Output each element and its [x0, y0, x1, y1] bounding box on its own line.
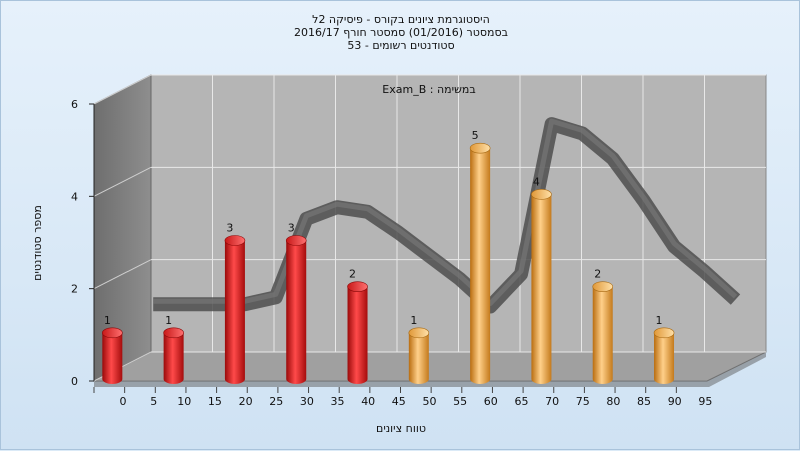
- x-tick-label: 5: [150, 395, 157, 408]
- bar-20-30: [224, 235, 246, 384]
- bar-top: [347, 281, 368, 292]
- y-tick-label: 2: [71, 283, 78, 296]
- data-label: 5: [472, 129, 479, 142]
- bar-body: [163, 332, 184, 384]
- bar-top: [224, 235, 246, 246]
- bar-top: [408, 327, 430, 339]
- bar-body: [286, 240, 307, 384]
- data-label: 1: [410, 314, 417, 327]
- bar-40-50: [347, 281, 368, 384]
- x-tick-label: 55: [453, 395, 467, 408]
- floor-edge: [94, 352, 766, 387]
- x-tick-label: 70: [545, 395, 559, 408]
- x-tick-label: 45: [392, 395, 406, 408]
- gridline-side: [93, 166, 152, 197]
- y-tick-label: 0: [71, 375, 78, 388]
- chart-title-line-3: סטודנטים רשומים - 53: [347, 39, 455, 52]
- chart-title-line-1: היסטוגרמת ציונים בקורס - פיסיקה 2ל: [312, 13, 490, 26]
- bar-60-70: [469, 142, 491, 384]
- x-tick-label: 80: [606, 395, 620, 408]
- x-tick-label: 50: [423, 395, 437, 408]
- y-tick-label: 6: [71, 98, 78, 111]
- data-label: 1: [656, 314, 663, 327]
- x-tick-label: 20: [239, 395, 253, 408]
- bar-top: [653, 327, 675, 339]
- x-tick-label: 0: [120, 395, 127, 408]
- bar-body: [654, 332, 675, 384]
- bar-body: [470, 148, 491, 384]
- bar-body: [408, 332, 429, 384]
- y-tick-label: 4: [71, 190, 78, 203]
- data-label: 4: [533, 175, 540, 188]
- bar-body: [102, 332, 123, 384]
- bar-top: [102, 327, 123, 339]
- gridline-side: [93, 74, 152, 105]
- x-tick-label: 75: [576, 395, 590, 408]
- bar-body: [531, 194, 552, 384]
- bar-80-90: [592, 281, 614, 384]
- bar-top: [285, 235, 307, 246]
- trend-line-highlight: [153, 118, 738, 306]
- bar-70-80: [531, 189, 552, 384]
- x-tick-label: 85: [637, 395, 651, 408]
- x-tick-label: 25: [269, 395, 283, 408]
- data-label: 2: [594, 268, 601, 281]
- data-label: 3: [288, 222, 295, 235]
- bar-0-10: [102, 327, 123, 384]
- data-label: 3: [226, 222, 233, 235]
- bar-50-60: [408, 327, 430, 384]
- x-tick-label: 10: [177, 395, 191, 408]
- data-label: 1: [104, 314, 111, 327]
- bar-10-20: [163, 327, 184, 384]
- bar-top: [469, 142, 491, 154]
- data-label: 2: [349, 268, 356, 281]
- bar-top: [163, 327, 184, 339]
- bar-top: [531, 189, 552, 200]
- bar-30-40: [285, 235, 307, 384]
- x-tick-label: 15: [208, 395, 222, 408]
- bar-90-100: [653, 327, 675, 384]
- x-tick-label: 65: [515, 395, 529, 408]
- bar-body: [592, 286, 613, 384]
- bar-top: [592, 281, 614, 292]
- x-tick-label: 35: [331, 395, 345, 408]
- x-tick-label: 40: [361, 395, 375, 408]
- gridline-side: [93, 259, 152, 290]
- data-label: 1: [165, 314, 172, 327]
- x-tick-label: 90: [668, 395, 682, 408]
- x-tick-label: 60: [484, 395, 498, 408]
- bar-body: [347, 286, 368, 384]
- x-tick-label: 95: [698, 395, 712, 408]
- chart-title-line-2: בסמסטר (01/2016) סמסטר חורף 2016/17: [294, 26, 508, 39]
- x-tick-label: 30: [300, 395, 314, 408]
- bar-body: [224, 240, 245, 384]
